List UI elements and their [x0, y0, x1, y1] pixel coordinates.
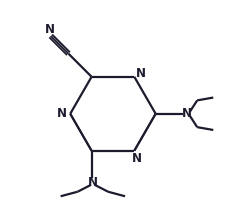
Text: N: N — [45, 23, 54, 36]
Text: N: N — [132, 152, 142, 165]
Text: N: N — [136, 66, 146, 79]
Text: N: N — [56, 106, 66, 119]
Text: N: N — [88, 176, 98, 189]
Text: N: N — [182, 106, 192, 119]
